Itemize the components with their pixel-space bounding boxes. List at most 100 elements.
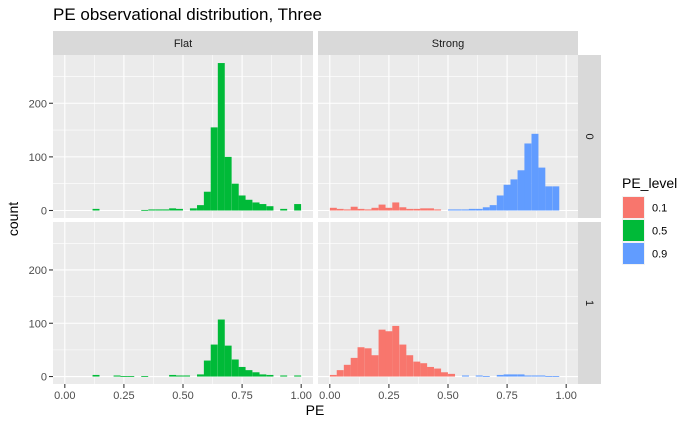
histogram-bar-0_1 — [399, 344, 407, 377]
histogram-bar-0_5 — [175, 208, 183, 211]
histogram-bar-0_1 — [357, 208, 365, 211]
histogram-bar-0_1 — [371, 355, 379, 377]
x-tick-label: 1.00 — [290, 390, 311, 402]
histogram-bar-0_9 — [517, 170, 525, 211]
legend-label-0_1: 0.1 — [652, 203, 667, 215]
histogram-bar-0_1 — [385, 207, 393, 211]
x-tick-label: 0.50 — [172, 390, 193, 402]
histogram-bar-0_5 — [141, 209, 149, 211]
strip-label-strong: Strong — [432, 38, 464, 50]
y-tick-label: 0 — [41, 205, 47, 217]
legend-swatch-0_9 — [623, 243, 644, 264]
histogram-bar-0_5 — [162, 209, 169, 211]
histogram-bar-0_1 — [440, 372, 448, 377]
histogram-bar-0_5 — [155, 209, 163, 211]
strip-row-0 — [578, 55, 601, 218]
histogram-bar-0_5 — [203, 360, 211, 377]
histogram-bar-0_1 — [427, 208, 434, 211]
histogram-bar-0_1 — [371, 207, 379, 211]
histogram-bar-0_9 — [545, 186, 553, 211]
histogram-bar-0_5 — [252, 372, 260, 377]
histogram-bar-0_9 — [531, 133, 539, 211]
histogram-bar-0_1 — [427, 366, 434, 377]
histogram-bar-0_9 — [552, 186, 560, 211]
strip-label-flat: Flat — [174, 38, 192, 50]
histogram-bar-0_9 — [468, 208, 476, 211]
histogram-bar-0_5 — [245, 370, 253, 377]
histogram-bar-0_9 — [538, 167, 546, 211]
histogram-bar-0_5 — [169, 208, 177, 211]
legend-label-0_5: 0.5 — [652, 226, 667, 238]
histogram-bar-0_1 — [357, 347, 365, 377]
histogram-bar-0_1 — [406, 208, 414, 211]
histogram-bar-0_9 — [552, 376, 560, 377]
histogram-bar-0_1 — [329, 374, 337, 377]
histogram-bar-0_9 — [538, 375, 546, 377]
histogram-bar-0_5 — [238, 195, 246, 211]
histogram-bar-0_5 — [280, 375, 288, 377]
histogram-bar-0_9 — [454, 209, 462, 211]
histogram-bar-0_5 — [197, 205, 204, 211]
histogram-bar-0_1 — [364, 209, 372, 211]
histogram-bar-0_9 — [475, 375, 483, 377]
histogram-bar-0_9 — [517, 374, 525, 377]
x-tick-label: 1.00 — [555, 390, 576, 402]
histogram-bar-0_9 — [496, 374, 504, 377]
histogram-bar-0_5 — [259, 374, 267, 377]
histogram-bar-0_5 — [189, 208, 197, 211]
histogram-bar-0_5 — [148, 209, 156, 211]
histogram-bar-0_5 — [238, 366, 246, 377]
histogram-bar-0_9 — [510, 374, 518, 377]
histogram-bar-0_5 — [183, 375, 191, 377]
histogram-bar-0_5 — [259, 204, 267, 211]
histogram-bar-0_9 — [462, 375, 469, 377]
histogram-bar-0_5 — [120, 376, 128, 377]
strip-col-strong — [318, 31, 578, 55]
histogram-bar-0_1 — [399, 207, 407, 211]
histogram-bar-0_9 — [448, 209, 456, 211]
histogram-bar-0_9 — [482, 376, 490, 377]
histogram-bar-0_9 — [524, 375, 532, 377]
histogram-bar-0_5 — [203, 191, 211, 211]
x-tick-label: 0.00 — [54, 390, 75, 402]
histogram-bar-0_5 — [141, 376, 149, 377]
histogram-bar-0_1 — [343, 364, 351, 377]
histogram-bar-0_1 — [434, 209, 442, 211]
histogram-bar-0_5 — [127, 376, 135, 377]
histogram-bar-0_9 — [482, 207, 490, 211]
histogram-bar-0_9 — [531, 375, 539, 377]
strip-label-row-1: 1 — [583, 300, 595, 306]
legend-title: PE_level — [622, 175, 677, 191]
histogram-bar-0_1 — [378, 204, 386, 211]
histogram-bar-0_9 — [524, 143, 532, 211]
histogram-bar-0_5 — [210, 344, 218, 377]
panel-r1-strong — [318, 222, 578, 384]
histogram-bar-0_9 — [489, 205, 497, 211]
strip-col-flat — [53, 31, 313, 55]
y-tick-label: 200 — [29, 98, 47, 110]
x-axis-title: PE — [306, 402, 325, 418]
histogram-bar-0_5 — [175, 375, 183, 377]
histogram-bar-0_1 — [378, 329, 386, 377]
histogram-bar-0_9 — [475, 208, 483, 211]
histogram-bar-0_1 — [392, 202, 400, 211]
axes-group: 0 100 200 0 100 200 0.00 0.25 0.50 0.75 1.00 0.00 0.… — [29, 98, 577, 402]
histogram-bar-0_5 — [266, 206, 274, 211]
strip-label-row-0: 0 — [583, 133, 595, 139]
histogram-bar-0_5 — [294, 204, 302, 211]
x-tick-label: 0.25 — [113, 390, 134, 402]
histogram-bar-0_1 — [420, 363, 428, 377]
legend-label-0_9: 0.9 — [652, 249, 667, 261]
histogram-bar-0_5 — [280, 208, 288, 211]
histogram-bar-0_5 — [217, 319, 225, 377]
y-tick-label: 0 — [41, 372, 47, 384]
panel-r0-flat — [53, 55, 313, 218]
chart-title: PE observational distribution, Three — [53, 5, 322, 24]
histogram-bar-0_5 — [92, 374, 100, 377]
y-tick-label: 100 — [29, 318, 47, 330]
histogram-bar-0_1 — [364, 348, 372, 377]
x-tick-label: 0.75 — [496, 390, 517, 402]
histogram-bar-0_9 — [503, 184, 511, 211]
